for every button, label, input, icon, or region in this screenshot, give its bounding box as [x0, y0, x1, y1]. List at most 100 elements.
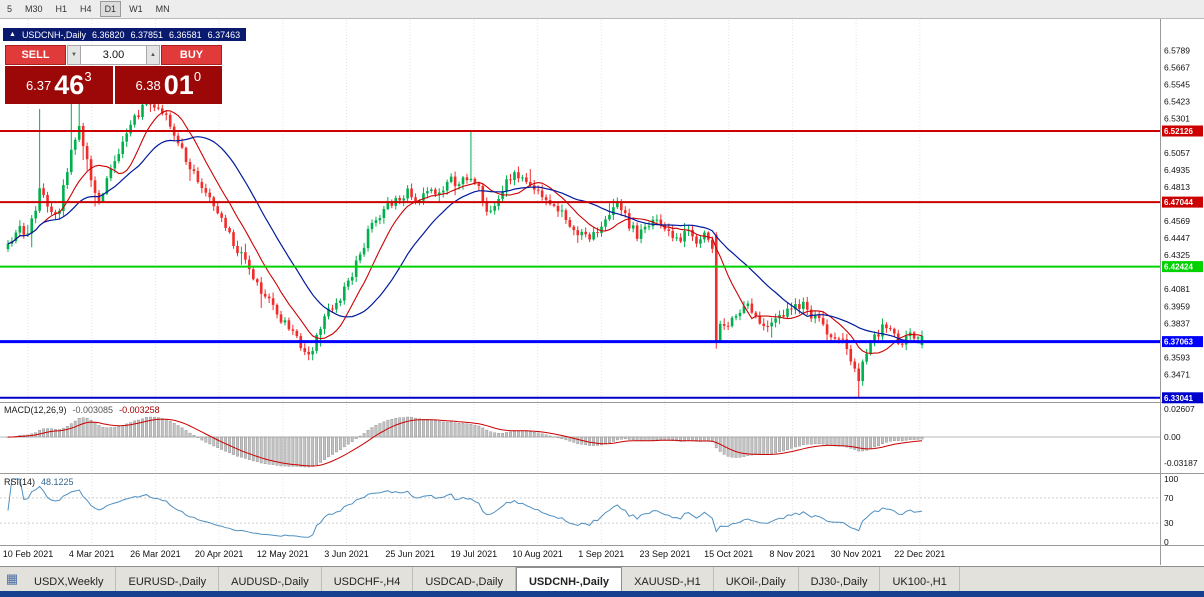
chart-up-icon: ▲ — [9, 31, 16, 38]
svg-text:22 Dec 2021: 22 Dec 2021 — [894, 549, 945, 559]
chart-tab-dj30-daily[interactable]: DJ30-,Daily — [799, 567, 881, 591]
svg-text:6.52126: 6.52126 — [1164, 127, 1193, 136]
bid-pipette: 3 — [84, 68, 92, 84]
trade-quotes-row: 6.37 46 3 6.38 01 0 — [5, 66, 222, 104]
rsi-line — [7, 478, 923, 538]
ohlc-high: 6.37851 — [130, 29, 164, 40]
rsi-level-lines — [0, 497, 1160, 524]
horizontal-level-lines[interactable] — [0, 130, 1160, 399]
macd-value-signal: -0.003258 — [119, 405, 160, 415]
ohlc-open: 6.36820 — [91, 29, 125, 40]
svg-text:6.5301: 6.5301 — [1164, 114, 1190, 124]
timeframe-button-d1[interactable]: D1 — [99, 1, 122, 17]
chart-background — [0, 19, 1204, 566]
panel-separators — [0, 19, 1204, 565]
svg-text:20 Apr 2021: 20 Apr 2021 — [195, 549, 244, 559]
svg-text:10 Aug 2021: 10 Aug 2021 — [512, 549, 563, 559]
chart-tab-xauusd-h1[interactable]: XAUUSD-,H1 — [622, 567, 714, 591]
svg-text:0.02607: 0.02607 — [1164, 404, 1195, 414]
chart-tabs-bar: ▦ USDX,Weekly EURUSD-,Daily AUDUSD-,Daily U… — [0, 566, 1204, 591]
volume-input[interactable]: 3.00 — [81, 45, 146, 65]
svg-text:30 Nov 2021: 30 Nov 2021 — [831, 549, 882, 559]
svg-text:6.42424: 6.42424 — [1164, 263, 1193, 272]
ask-big-figure: 6.38 — [135, 77, 161, 93]
svg-text:19 Jul 2021: 19 Jul 2021 — [451, 549, 498, 559]
svg-text:70: 70 — [1164, 493, 1174, 503]
volume-down-button[interactable]: ▼ — [67, 45, 81, 65]
trade-controls-row: SELL ▼ 3.00 ▲ BUY — [5, 45, 222, 65]
timeframe-button-h4[interactable]: H4 — [75, 1, 97, 17]
svg-text:6.5423: 6.5423 — [1164, 97, 1190, 107]
chart-tab-audusd-daily[interactable]: AUDUSD-,Daily — [219, 567, 322, 591]
svg-text:30: 30 — [1164, 518, 1174, 528]
chart-tab-uk100-h1[interactable]: UK100-,H1 — [880, 567, 960, 591]
volume-up-button[interactable]: ▲ — [146, 45, 160, 65]
window-bottom-edge — [0, 591, 1204, 597]
svg-text:25 Jun 2021: 25 Jun 2021 — [385, 549, 435, 559]
svg-text:-0.03187: -0.03187 — [1164, 458, 1198, 468]
one-click-trading-panel: SELL ▼ 3.00 ▲ BUY 6.37 46 3 6.38 01 0 — [5, 45, 222, 104]
svg-text:6.4325: 6.4325 — [1164, 250, 1190, 260]
svg-text:6.5057: 6.5057 — [1164, 148, 1190, 158]
macd-value-main: -0.003085 — [72, 405, 114, 415]
timeframe-toolbar: 5 M30 H1 H4 D1 W1 MN — [0, 0, 1204, 19]
price-axis: 6.5789 6.5667 6.5545 6.5423 6.5301 6.5057 6.49… — [1164, 45, 1190, 379]
svg-text:6.4813: 6.4813 — [1164, 182, 1190, 192]
svg-text:23 Sep 2021: 23 Sep 2021 — [639, 549, 690, 559]
chart-tab-ukoil-daily[interactable]: UKOil-,Daily — [714, 567, 799, 591]
svg-text:6.3959: 6.3959 — [1164, 301, 1190, 311]
volume-stepper: ▼ 3.00 ▲ — [67, 45, 160, 65]
chart-title-overlay: ▲ USDCNH-,Daily 6.36820 6.37851 6.36581 … — [3, 28, 247, 41]
svg-text:6.5667: 6.5667 — [1164, 63, 1190, 73]
bid-pips: 46 — [54, 69, 85, 100]
timeframe-button-5[interactable]: 5 — [2, 1, 17, 17]
chart-symbol-label: USDCNH-,Daily — [21, 29, 86, 40]
svg-text:8 Nov 2021: 8 Nov 2021 — [769, 549, 815, 559]
chart-windows-icon[interactable]: ▦ — [5, 571, 19, 586]
macd-name: MACD(12,26,9) — [4, 405, 67, 415]
svg-text:10 Feb 2021: 10 Feb 2021 — [3, 549, 54, 559]
macd-histogram — [6, 416, 924, 468]
timeframe-button-w1[interactable]: W1 — [124, 1, 148, 17]
sell-button[interactable]: SELL — [5, 45, 66, 65]
chart-tab-usdcnh-daily[interactable]: USDCNH-,Daily — [515, 567, 623, 591]
timeframe-button-mn[interactable]: MN — [151, 1, 175, 17]
macd-axis: 0.02607 0.00 -0.03187 — [1164, 404, 1198, 468]
svg-text:6.4935: 6.4935 — [1164, 165, 1190, 175]
svg-text:6.3837: 6.3837 — [1164, 318, 1190, 328]
svg-text:12 May 2021: 12 May 2021 — [257, 549, 309, 559]
moving-averages — [7, 110, 923, 355]
chart-tab-usdcad-daily[interactable]: USDCAD-,Daily — [413, 567, 516, 591]
svg-text:6.4569: 6.4569 — [1164, 216, 1190, 226]
svg-text:6.47044: 6.47044 — [1164, 198, 1193, 207]
svg-text:26 Mar 2021: 26 Mar 2021 — [130, 549, 181, 559]
chart-tab-usdx-weekly[interactable]: USDX,Weekly — [22, 567, 117, 591]
ask-price-button[interactable]: 6.38 01 0 — [114, 66, 222, 104]
svg-text:4 Mar 2021: 4 Mar 2021 — [69, 549, 115, 559]
chart-tab-usdchf-h4[interactable]: USDCHF-,H4 — [322, 567, 414, 591]
rsi-value: 48.1225 — [41, 477, 74, 487]
bid-big-figure: 6.37 — [25, 77, 52, 93]
candlesticks — [6, 86, 924, 398]
bid-price-button[interactable]: 6.37 46 3 — [5, 66, 113, 104]
svg-text:6.4081: 6.4081 — [1164, 284, 1190, 294]
chart-tabs: USDX,Weekly EURUSD-,Daily AUDUSD-,Daily USD… — [22, 567, 960, 591]
timeframe-buttons: 5 M30 H1 H4 D1 W1 MN — [2, 1, 178, 17]
svg-text:0: 0 — [1164, 537, 1169, 547]
timeframe-button-h1[interactable]: H1 — [51, 1, 73, 17]
svg-text:6.4447: 6.4447 — [1164, 233, 1190, 243]
svg-text:0.00: 0.00 — [1164, 432, 1181, 442]
rsi-name: RSI(14) — [4, 477, 36, 487]
timeframe-button-m30[interactable]: M30 — [20, 1, 48, 17]
rsi-axis: 100 70 30 0 — [1164, 474, 1178, 547]
date-axis: 10 Feb 2021 4 Mar 2021 26 Mar 2021 20 Apr 2… — [3, 549, 946, 559]
chart-tab-eurusd-daily[interactable]: EURUSD-,Daily — [116, 567, 220, 591]
svg-text:6.3471: 6.3471 — [1164, 369, 1190, 379]
svg-text:1 Sep 2021: 1 Sep 2021 — [578, 549, 624, 559]
buy-button[interactable]: BUY — [161, 45, 222, 65]
ask-pipette: 0 — [193, 68, 202, 84]
ohlc-low: 6.36581 — [169, 29, 202, 40]
svg-text:15 Oct 2021: 15 Oct 2021 — [704, 549, 753, 559]
